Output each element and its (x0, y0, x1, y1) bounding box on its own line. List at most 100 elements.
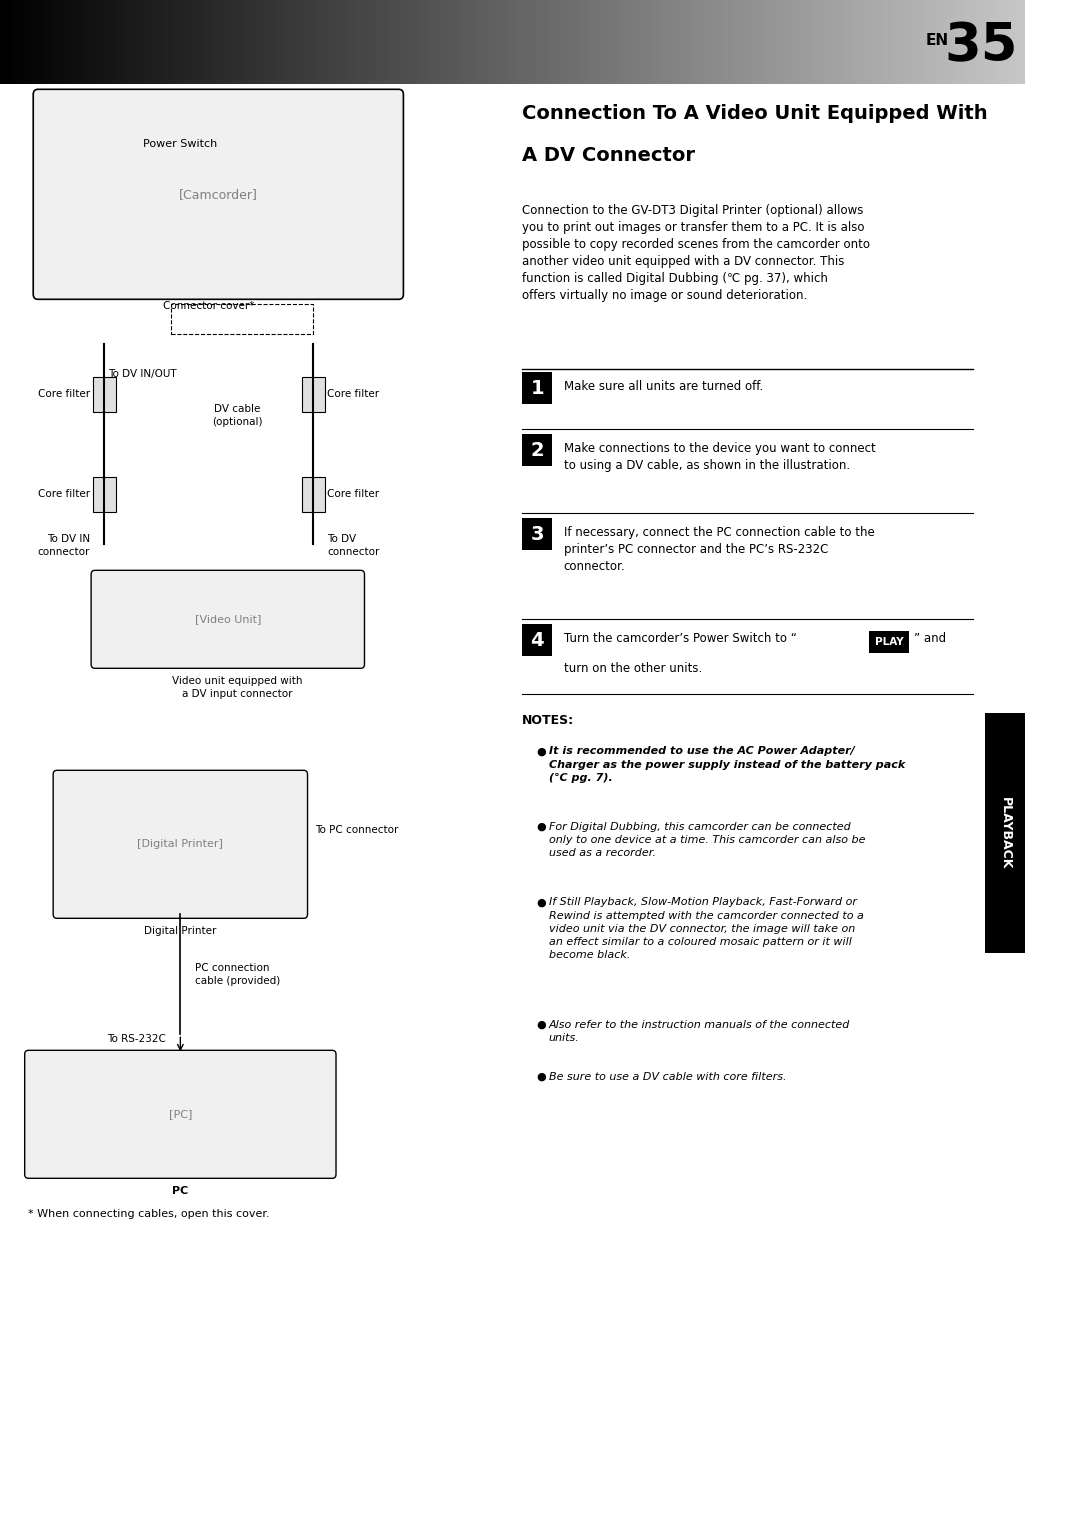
Bar (133, 0, 137, 84)
Text: PLAYBACK: PLAYBACK (999, 797, 1012, 869)
Bar (946, 0, 950, 84)
Text: turn on the other units.: turn on the other units. (564, 662, 702, 676)
Bar (652, 0, 657, 84)
Bar (130, 0, 134, 84)
Bar (550, 0, 554, 84)
Text: Core filter: Core filter (327, 389, 379, 399)
Bar (717, 0, 721, 84)
Bar (444, 0, 448, 84)
Bar (851, 0, 855, 84)
Bar (273, 0, 278, 84)
Bar (707, 0, 712, 84)
Bar (843, 0, 849, 84)
Text: Core filter: Core filter (38, 489, 90, 500)
Bar (611, 0, 616, 84)
Bar (178, 0, 183, 84)
Bar (807, 0, 811, 84)
Bar (68, 0, 72, 84)
Bar (92, 0, 96, 84)
Bar (513, 0, 517, 84)
Bar (359, 0, 363, 84)
Bar (649, 0, 653, 84)
Bar (960, 0, 964, 84)
Bar (564, 0, 568, 84)
Text: For Digital Dubbing, this camcorder can be connected
only to one device at a tim: For Digital Dubbing, this camcorder can … (549, 822, 865, 858)
Bar (522, 373, 553, 405)
Bar (38, 0, 42, 84)
Bar (991, 0, 996, 84)
Text: Make connections to the device you want to connect
to using a DV cable, as shown: Make connections to the device you want … (564, 443, 876, 472)
Bar (796, 0, 800, 84)
Bar (670, 0, 674, 84)
Text: [Digital Printer]: [Digital Printer] (137, 839, 224, 849)
Bar (362, 0, 366, 84)
Bar (147, 0, 151, 84)
Text: Turn the camcorder’s Power Switch to “: Turn the camcorder’s Power Switch to “ (564, 632, 797, 645)
Text: To PC connector: To PC connector (315, 825, 399, 835)
Bar (294, 0, 298, 84)
Text: If Still Playback, Slow-Motion Playback, Fast-Forward or
Rewind is attempted wit: If Still Playback, Slow-Motion Playback,… (549, 897, 864, 960)
Bar (253, 0, 257, 84)
Bar (758, 0, 762, 84)
Bar (256, 0, 260, 84)
Bar (540, 0, 544, 84)
Bar (431, 0, 435, 84)
Bar (875, 0, 879, 84)
Bar (629, 0, 633, 84)
Bar (902, 0, 906, 84)
Bar (605, 0, 609, 84)
Bar (704, 0, 708, 84)
Bar (502, 0, 507, 84)
Bar (96, 0, 100, 84)
Bar (171, 305, 313, 334)
Bar (341, 0, 346, 84)
Text: Connector cover*: Connector cover* (163, 302, 255, 311)
Bar (482, 0, 486, 84)
Bar (567, 0, 571, 84)
Bar (35, 0, 39, 84)
Bar (619, 0, 623, 84)
Bar (352, 0, 356, 84)
Bar (246, 0, 251, 84)
Bar (0, 0, 4, 84)
Bar (441, 0, 445, 84)
Bar (926, 0, 930, 84)
Bar (373, 0, 377, 84)
Bar (885, 0, 890, 84)
Text: PLAY: PLAY (875, 636, 904, 647)
Bar (804, 0, 808, 84)
Bar (161, 0, 165, 84)
Bar (434, 0, 438, 84)
Bar (591, 0, 595, 84)
Bar (869, 630, 909, 653)
Bar (338, 0, 342, 84)
Bar (14, 0, 18, 84)
Text: Be sure to use a DV cable with core filters.: Be sure to use a DV cable with core filt… (549, 1072, 786, 1082)
Text: [Video Unit]: [Video Unit] (194, 615, 261, 624)
Text: Video unit equipped with
a DV input connector: Video unit equipped with a DV input conn… (172, 676, 302, 699)
Bar (526, 0, 530, 84)
Text: ●: ● (537, 1072, 546, 1082)
Bar (793, 0, 797, 84)
Bar (772, 0, 777, 84)
Bar (123, 0, 127, 84)
Bar (632, 0, 636, 84)
Bar (731, 0, 735, 84)
Bar (437, 0, 442, 84)
Bar (17, 0, 22, 84)
Bar (396, 0, 401, 84)
Bar (546, 0, 551, 84)
Bar (332, 0, 336, 84)
Bar (222, 0, 227, 84)
Bar (909, 0, 914, 84)
Bar (1015, 0, 1020, 84)
Bar (93, 377, 116, 412)
Bar (588, 0, 592, 84)
Text: 2: 2 (530, 442, 544, 460)
Bar (899, 0, 903, 84)
Bar (505, 0, 510, 84)
Bar (840, 0, 845, 84)
Bar (971, 0, 975, 84)
Bar (239, 0, 244, 84)
Bar (335, 0, 339, 84)
